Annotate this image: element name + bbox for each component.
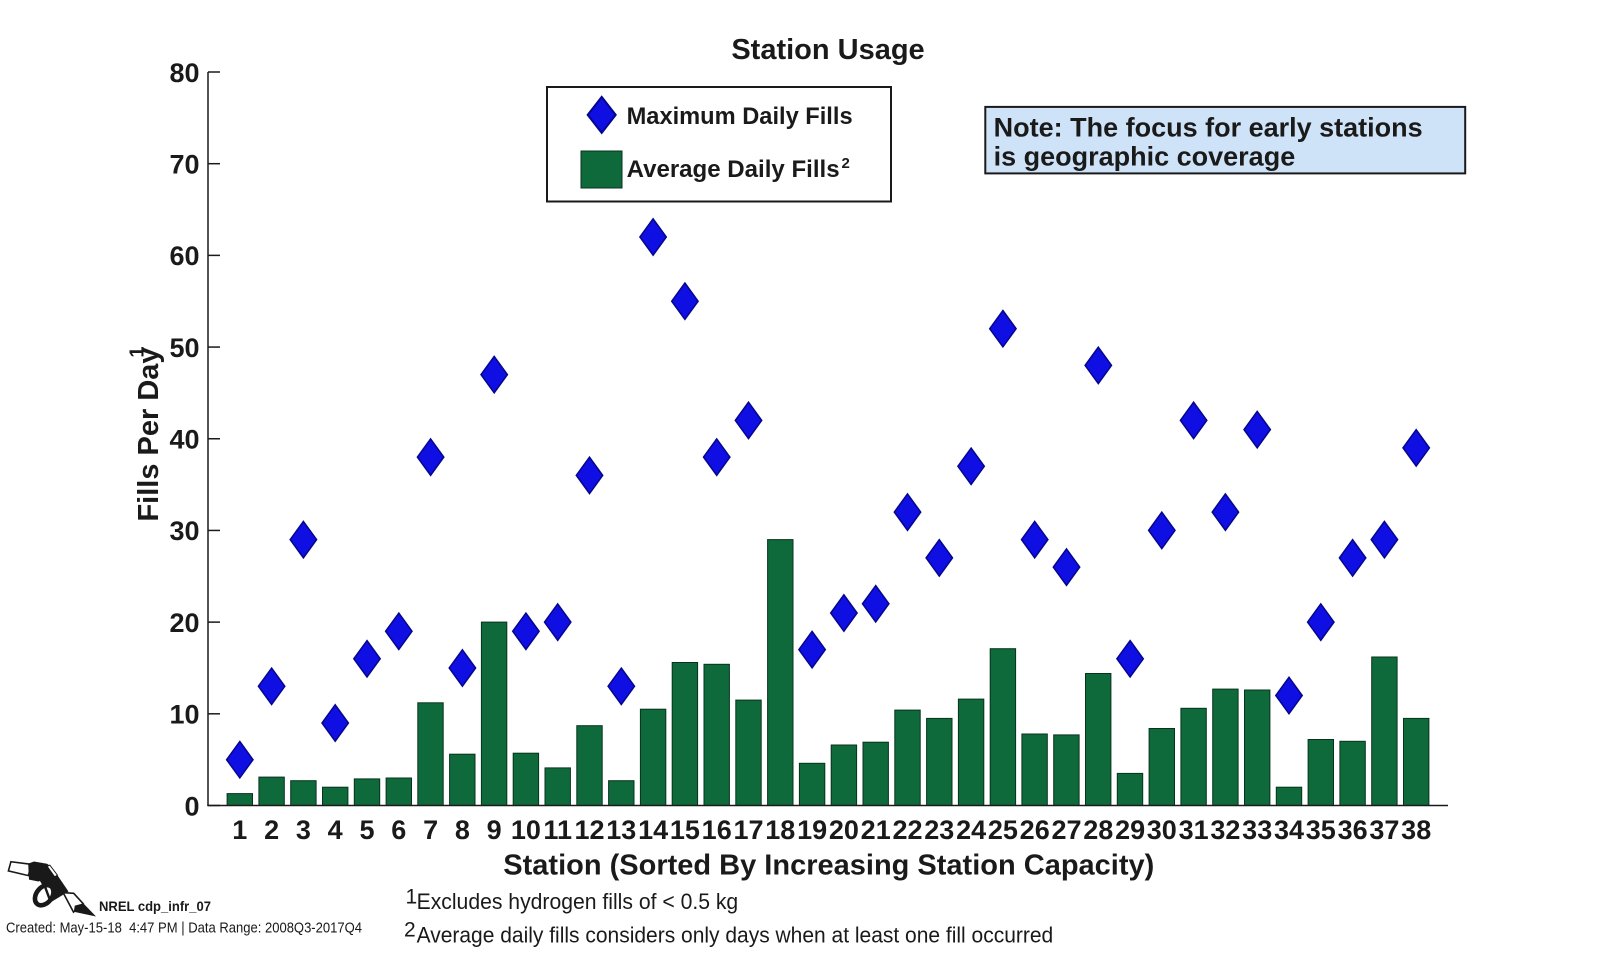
svg-text:Maximum Daily Fills: Maximum Daily Fills bbox=[627, 103, 853, 130]
svg-text:37: 37 bbox=[1369, 815, 1399, 845]
svg-text:19: 19 bbox=[797, 815, 827, 845]
svg-text:36: 36 bbox=[1338, 815, 1368, 845]
svg-text:1: 1 bbox=[127, 346, 149, 357]
svg-text:Station Usage: Station Usage bbox=[731, 34, 924, 66]
svg-text:12: 12 bbox=[574, 815, 604, 845]
svg-text:Fills Per Day: Fills Per Day bbox=[133, 347, 165, 521]
svg-text:7: 7 bbox=[423, 815, 438, 845]
svg-text:28: 28 bbox=[1083, 815, 1113, 845]
svg-text:50: 50 bbox=[169, 333, 199, 363]
svg-text:17: 17 bbox=[733, 815, 763, 845]
svg-text:Note: The focus for early stat: Note: The focus for early stations bbox=[994, 112, 1423, 142]
svg-text:Created: May-15-18 4:47 PM |: Created: May-15-18 4:47 PM | Data Range:… bbox=[6, 920, 362, 937]
svg-text:35: 35 bbox=[1306, 815, 1336, 845]
svg-text:Excludes hydrogen fills of < 0: Excludes hydrogen fills of < 0.5 kg bbox=[417, 889, 739, 914]
svg-text:18: 18 bbox=[765, 815, 795, 845]
svg-text:14: 14 bbox=[638, 815, 668, 845]
svg-text:21: 21 bbox=[861, 815, 891, 845]
svg-text:10: 10 bbox=[169, 700, 199, 730]
svg-text:60: 60 bbox=[169, 241, 199, 271]
svg-text:1: 1 bbox=[406, 885, 418, 908]
svg-text:0: 0 bbox=[184, 791, 199, 821]
svg-text:30: 30 bbox=[1147, 815, 1177, 845]
svg-text:2: 2 bbox=[404, 919, 416, 942]
svg-text:20: 20 bbox=[169, 608, 199, 638]
svg-text:22: 22 bbox=[892, 815, 922, 845]
svg-text:70: 70 bbox=[169, 150, 199, 180]
svg-text:9: 9 bbox=[487, 815, 502, 845]
svg-text:23: 23 bbox=[924, 815, 954, 845]
svg-text:40: 40 bbox=[169, 425, 199, 455]
svg-text:31: 31 bbox=[1179, 815, 1209, 845]
svg-text:15: 15 bbox=[670, 815, 700, 845]
svg-text:4: 4 bbox=[328, 815, 343, 845]
svg-text:38: 38 bbox=[1401, 815, 1431, 845]
svg-text:27: 27 bbox=[1051, 815, 1081, 845]
svg-text:32: 32 bbox=[1210, 815, 1240, 845]
svg-text:Station (Sorted By Increasing: Station (Sorted By Increasing Station Ca… bbox=[503, 850, 1154, 882]
svg-text:2: 2 bbox=[842, 155, 850, 172]
svg-text:10: 10 bbox=[511, 815, 541, 845]
svg-text:is geographic coverage: is geographic coverage bbox=[994, 142, 1296, 172]
svg-text:6: 6 bbox=[391, 815, 406, 845]
svg-text:Average daily fills considers: Average daily fills considers only days … bbox=[417, 922, 1054, 947]
svg-text:34: 34 bbox=[1274, 815, 1304, 845]
svg-text:1: 1 bbox=[232, 815, 247, 845]
svg-text:33: 33 bbox=[1242, 815, 1272, 845]
svg-text:26: 26 bbox=[1020, 815, 1050, 845]
svg-text:24: 24 bbox=[956, 815, 986, 845]
svg-text:5: 5 bbox=[359, 815, 374, 845]
svg-text:3: 3 bbox=[296, 815, 311, 845]
svg-text:8: 8 bbox=[455, 815, 470, 845]
svg-text:Average Daily Fills: Average Daily Fills bbox=[627, 156, 840, 183]
svg-text:30: 30 bbox=[169, 516, 199, 546]
svg-text:11: 11 bbox=[543, 815, 572, 845]
svg-text:80: 80 bbox=[169, 58, 199, 88]
svg-text:25: 25 bbox=[988, 815, 1018, 845]
svg-text:2: 2 bbox=[264, 815, 279, 845]
svg-text:20: 20 bbox=[829, 815, 859, 845]
svg-text:16: 16 bbox=[702, 815, 732, 845]
svg-text:13: 13 bbox=[606, 815, 636, 845]
svg-text:29: 29 bbox=[1115, 815, 1145, 845]
svg-text:NREL cdp_infr_07: NREL cdp_infr_07 bbox=[99, 898, 211, 914]
